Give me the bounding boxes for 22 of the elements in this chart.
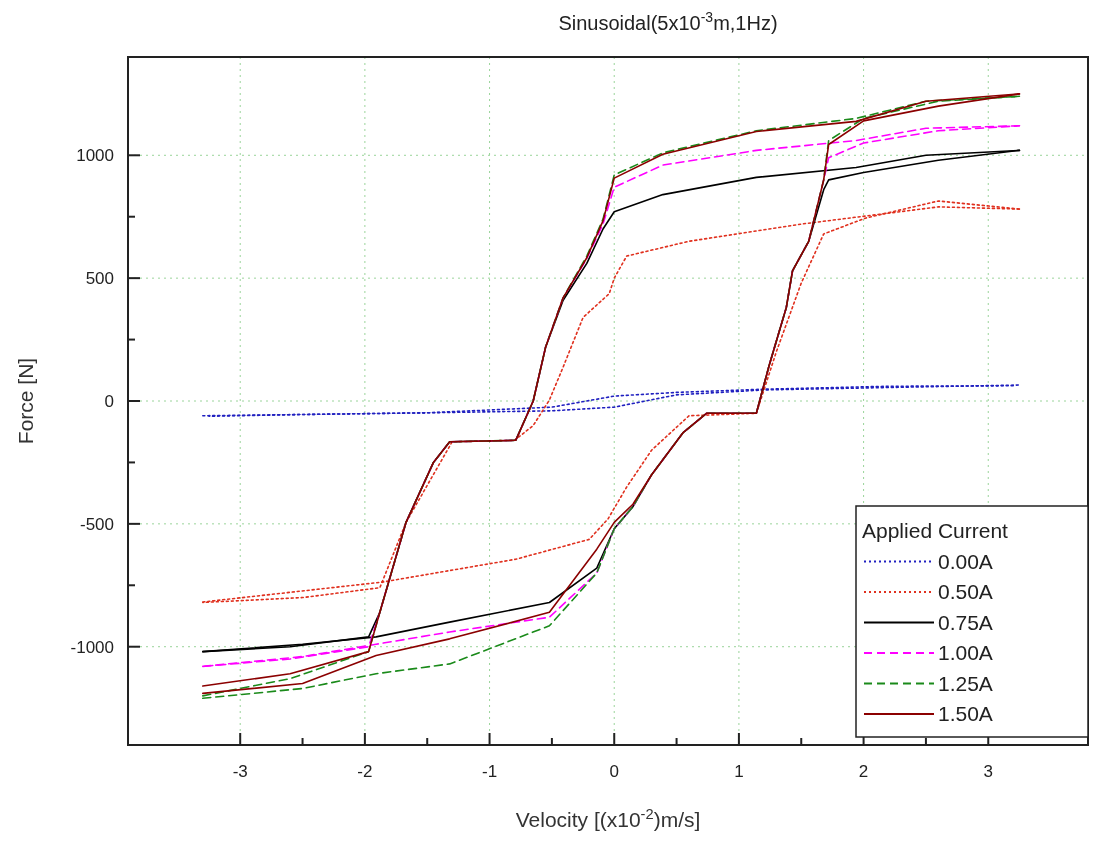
x-tick-label: -2	[357, 762, 373, 781]
chart-title: Sinusoidal(5x10$^{-3}$m,1Hz)	[558, 9, 778, 34]
y-tick-label: -1000	[70, 637, 114, 657]
legend-label: 0.50A	[938, 580, 993, 603]
legend-label: 0.00A	[938, 549, 993, 573]
legend-label: 1.00A	[938, 641, 993, 664]
x-tick-label: -1	[482, 762, 498, 781]
legend-label: 1.25A	[938, 671, 993, 695]
legend-label: 1.50A	[938, 702, 993, 725]
legend-title: Applied Current	[862, 519, 1009, 542]
y-tick-label: -500	[79, 514, 114, 534]
x-tick-label: 3	[983, 762, 993, 781]
x-axis-title: Velocity [(x10$^{-2}$)m/s]	[515, 806, 701, 831]
x-tick-label: -3	[232, 762, 248, 781]
legend-label: 0.75A	[938, 610, 993, 634]
y-tick-label: 500	[85, 269, 114, 289]
y-tick-label: 1000	[76, 146, 114, 166]
x-tick-label: 1	[734, 762, 744, 781]
x-tick-label: 2	[858, 762, 869, 781]
y-axis-title: Force [N]	[14, 357, 37, 445]
y-tick-label: 0	[104, 392, 114, 411]
x-tick-label: 0	[609, 762, 619, 781]
